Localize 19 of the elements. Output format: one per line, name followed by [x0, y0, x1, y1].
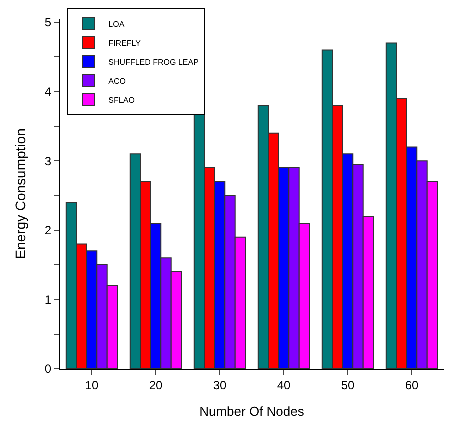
- legend-label: ACO: [108, 77, 126, 86]
- y-tick-label: 0: [44, 362, 52, 376]
- legend-label: LOA: [108, 20, 126, 30]
- y-tick-label: 3: [44, 154, 52, 168]
- legend-label: FIREFLY: [108, 39, 142, 48]
- y-tick-label: 1: [44, 292, 52, 307]
- x-tick-label: 20: [149, 378, 163, 392]
- x-tick-label: 30: [213, 378, 227, 392]
- y-tick-label: 2: [44, 224, 52, 238]
- x-axis-title: Number Of Nodes: [200, 404, 305, 419]
- legend-label: SHUFFLED FROG LEAP: [108, 58, 199, 68]
- x-tick-label: 40: [277, 378, 291, 392]
- legend-label: SFLAO: [108, 96, 135, 106]
- y-tick-label: 5: [44, 16, 52, 30]
- x-tick-label: 50: [341, 378, 355, 392]
- x-tick-label: 10: [85, 378, 99, 392]
- y-tick-label: 4: [44, 84, 52, 99]
- x-tick-label: 60: [405, 378, 419, 392]
- y-axis-title: Energy Consumption: [12, 128, 29, 260]
